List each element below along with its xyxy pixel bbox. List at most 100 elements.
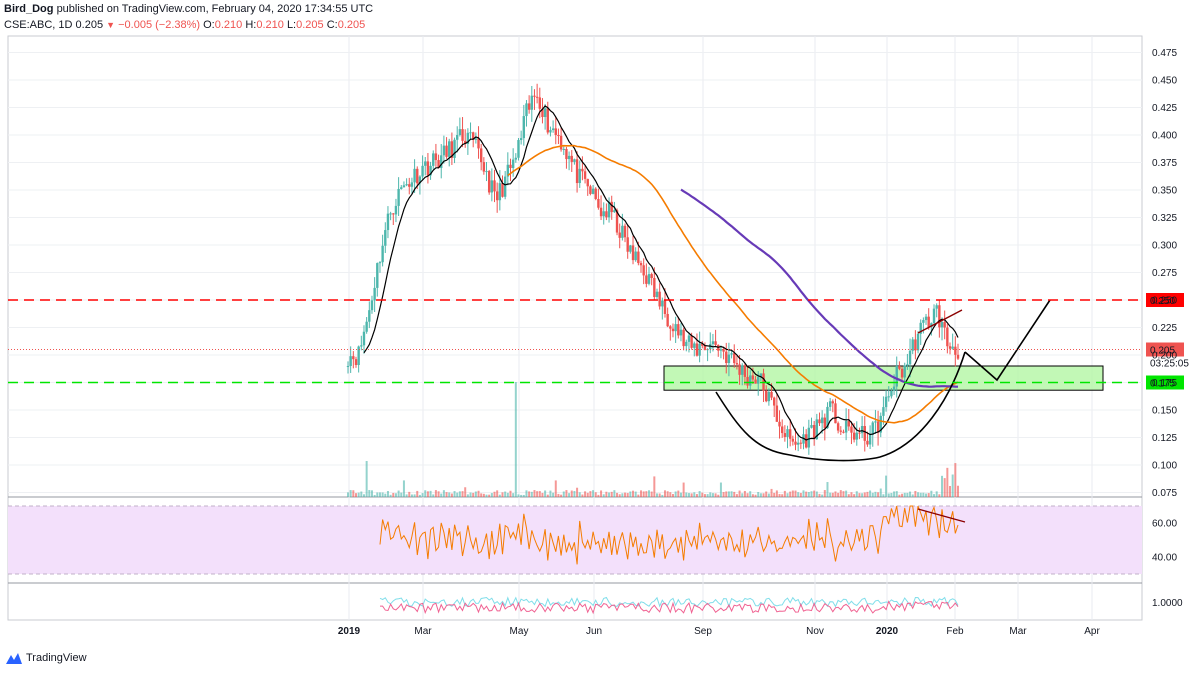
candle-body <box>639 263 643 266</box>
rsi-tick-label: 60.00 <box>1152 519 1177 530</box>
candle-body <box>916 333 920 351</box>
oscillator-panel <box>379 596 959 615</box>
volume-bar <box>584 491 587 497</box>
volume-bar <box>384 493 387 497</box>
candle-body <box>629 245 632 252</box>
last-value: 0.205 <box>75 19 104 31</box>
volume-bar <box>442 490 445 497</box>
last-price-label-bg <box>1146 342 1184 357</box>
candle-body <box>538 97 541 109</box>
volume-bar <box>690 493 693 497</box>
candle-body <box>890 390 893 397</box>
candle-body <box>703 345 707 350</box>
candle-body <box>525 103 528 117</box>
candle-body <box>594 188 597 199</box>
volume-bar <box>946 467 949 497</box>
candle-body <box>690 335 693 348</box>
volume-bar <box>930 490 933 497</box>
candle-body <box>607 201 611 218</box>
countdown-label-bg <box>1146 356 1184 370</box>
resistance-label: 0.250 <box>1150 296 1175 307</box>
candle-body <box>836 423 840 431</box>
candle-body <box>543 108 547 117</box>
volume-bar <box>530 491 533 497</box>
candle-body <box>658 291 661 307</box>
candle-body <box>503 176 507 197</box>
x-tick-label: 2020 <box>876 626 899 637</box>
volume-bar <box>653 476 656 497</box>
y-tick-label: 0.125 <box>1152 433 1177 444</box>
candle-body <box>570 155 573 162</box>
volume-bar <box>821 494 824 497</box>
candle-body <box>812 425 816 440</box>
candle-body <box>482 162 486 172</box>
volume-bar <box>922 492 925 497</box>
volume-bar <box>456 492 459 497</box>
volume-bar <box>701 492 704 497</box>
candle-body <box>450 141 454 158</box>
y-tick-label: 0.075 <box>1152 488 1177 499</box>
volume-bar <box>480 493 483 497</box>
candle-body <box>575 159 579 184</box>
candle-body <box>485 171 488 173</box>
candle-body <box>823 417 827 429</box>
candle-body <box>855 432 858 440</box>
candle-body <box>914 339 917 351</box>
candle-body <box>714 341 717 345</box>
volume-bar <box>632 490 635 497</box>
candle-body <box>666 313 669 327</box>
candle-body <box>405 184 408 186</box>
candle-body <box>530 95 533 110</box>
candle-body <box>876 421 880 433</box>
volume-bar <box>520 494 523 497</box>
candle-body <box>402 185 406 188</box>
candle-body <box>951 346 954 349</box>
candle-body <box>839 430 842 432</box>
volume-bar <box>682 482 685 497</box>
volume-bar <box>773 492 776 497</box>
volume-bar <box>818 493 821 497</box>
volume-bar <box>450 493 453 497</box>
volume-bar <box>514 382 517 497</box>
candle-body <box>850 426 853 433</box>
volume-bar <box>770 488 773 497</box>
volume-bar <box>834 491 837 497</box>
volume-bar <box>778 494 781 497</box>
volume-bar <box>613 490 616 497</box>
volume-bar <box>669 492 672 497</box>
volume-bar <box>789 491 792 497</box>
candle-body <box>610 201 613 213</box>
candle-body <box>621 225 624 238</box>
candle-body <box>791 438 795 442</box>
change-value: −0.005 (−2.38%) <box>118 19 201 31</box>
volume-bar <box>578 492 581 497</box>
candle-body <box>900 368 904 378</box>
volume-bar <box>815 491 818 497</box>
candle-body <box>365 321 368 332</box>
candle-body <box>695 343 699 356</box>
candle-body <box>453 139 456 158</box>
close-value: 0.205 <box>337 19 366 31</box>
candle-body <box>605 211 608 218</box>
volume-bar <box>826 482 829 497</box>
volume-bar <box>666 491 669 497</box>
candle-body <box>943 322 946 328</box>
candle-body <box>378 262 382 264</box>
candle-body <box>381 245 384 263</box>
volume-bar <box>877 492 880 497</box>
candle-body <box>911 339 914 351</box>
author-name[interactable]: Bird_Dog <box>4 3 54 15</box>
candle-body <box>501 183 504 197</box>
brand[interactable]: TradingView <box>6 652 87 664</box>
volume-bar <box>935 491 938 497</box>
volume-bar <box>693 492 696 497</box>
candle-body <box>541 108 544 117</box>
candle-body <box>804 434 808 448</box>
candle-body <box>522 116 526 139</box>
volume-bar <box>493 491 496 497</box>
candle-body <box>370 300 374 311</box>
volume-bar <box>882 494 885 497</box>
candle-body <box>392 213 395 215</box>
candle-body <box>346 365 350 367</box>
